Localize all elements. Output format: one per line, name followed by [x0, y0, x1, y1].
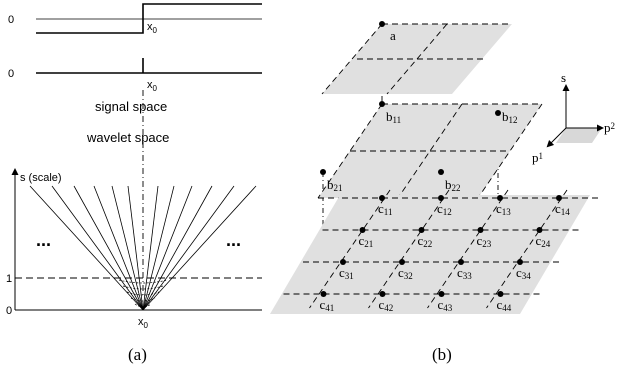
cone-line: [127, 185, 144, 311]
ellipsis-left: ...: [36, 230, 51, 250]
node-label-c: c33: [457, 265, 472, 281]
grid-node: [418, 227, 425, 233]
axis-p2-label: p2: [604, 120, 615, 135]
grid-node: [497, 291, 504, 297]
x0-label-top: x0: [147, 21, 158, 35]
grid-node: [497, 195, 503, 201]
step-signal: 0 x0: [8, 3, 262, 35]
cone-of-influence: [29, 185, 257, 311]
cone-line: [142, 185, 193, 311]
node-label-c: c32: [398, 265, 413, 281]
node-label-c: c24: [536, 233, 551, 249]
grid-node: [320, 291, 327, 297]
cone-line: [142, 185, 257, 311]
node-label-c: c21: [359, 233, 374, 249]
node-label-c: c14: [555, 201, 570, 217]
plane-level-1: [317, 101, 543, 199]
axis-s-label: s: [561, 70, 566, 85]
grid-node: [458, 259, 464, 265]
axis-p1-label: p1: [532, 150, 543, 165]
node-label-c: c41: [320, 297, 335, 313]
node-label-b: b11: [386, 109, 401, 125]
cone-line: [142, 185, 159, 311]
node-label-b: b22: [445, 177, 461, 193]
grid-node: [517, 259, 523, 265]
cone-line: [111, 185, 144, 311]
scale-arc: [134, 303, 152, 308]
axis-p1-text: p: [532, 150, 539, 165]
node-label-b: b21: [327, 177, 343, 193]
wavelet-space-label: wavelet space: [86, 130, 169, 145]
cone-line: [142, 185, 213, 311]
panel-b: a c11 c12 c13 c14 c21 c22 c23 c24 c31 c32 c33 c34 c4…: [270, 21, 615, 364]
node-label-c: c42: [379, 297, 394, 313]
node-a: a: [390, 28, 396, 43]
panel-a: 0 x0 0 x0 signal space wavelet space s (…: [6, 3, 262, 364]
zero-label-mid: 0: [8, 68, 14, 80]
grid-node: [359, 227, 366, 233]
grid-node: [340, 259, 346, 265]
caption-b: (b): [432, 345, 452, 364]
node-label-b: b12: [502, 109, 518, 125]
plane-level-2: c11 c12 c13 c14 c21 c22 c23 c24 c31 c32 c33 c34 c41 c…: [270, 189, 599, 314]
grid-node: [399, 259, 405, 265]
node-label-c: c12: [437, 201, 452, 217]
scale-arc: [118, 279, 168, 284]
ellipsis-right: ...: [226, 230, 241, 250]
node-label-c: c43: [438, 297, 453, 313]
cone-line: [29, 185, 144, 311]
cone-line: [142, 185, 175, 311]
grid-node: [438, 291, 445, 297]
grid-node: [556, 195, 562, 201]
scale-arc: [130, 297, 156, 302]
scale-arc: [126, 291, 160, 296]
cone-line: [73, 185, 144, 311]
cone-line: [142, 185, 235, 311]
impulse-signal: 0 x0: [8, 58, 262, 93]
x0-label-bottom: x0: [138, 316, 149, 330]
coordinate-axes: s p2 p1: [532, 70, 615, 165]
node-label-c: c22: [418, 233, 433, 249]
node-label-c: c13: [496, 201, 511, 217]
grid-node: [536, 227, 543, 233]
node-label-c: c31: [339, 265, 354, 281]
node-label-c: c44: [497, 297, 512, 313]
zero-label-top: 0: [8, 14, 14, 26]
caption-a: (a): [128, 345, 147, 364]
grid-node: [379, 291, 386, 297]
grid-node: [477, 227, 484, 233]
node-label-c: c34: [516, 265, 531, 281]
node-label-c: c11: [378, 201, 392, 217]
cone-line: [93, 185, 144, 311]
x0-label-mid: x0: [147, 79, 158, 93]
grid-node: [379, 195, 385, 201]
scale-axis-label: s (scale): [20, 172, 62, 184]
axis-p2-text: p: [604, 120, 611, 135]
tick-zero-label: 0: [6, 305, 12, 317]
plane-level-0: a: [321, 21, 512, 95]
wavelet-axes: s (scale) 1 0: [6, 168, 262, 317]
cone-line: [51, 185, 144, 311]
node-label-c: c23: [477, 233, 492, 249]
signal-space-label: signal space: [95, 99, 167, 114]
tick-one-label: 1: [6, 273, 12, 285]
grid-node: [438, 195, 444, 201]
